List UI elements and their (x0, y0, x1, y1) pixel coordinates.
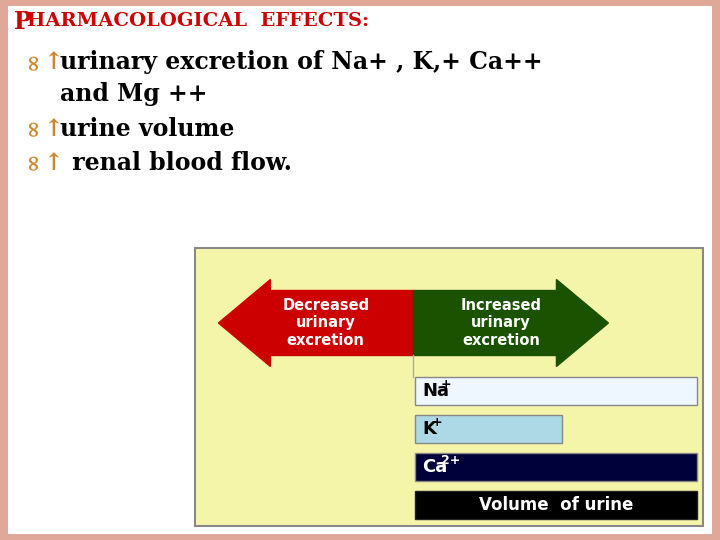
Text: K: K (423, 420, 436, 438)
Text: P: P (14, 10, 32, 34)
Text: urine volume: urine volume (60, 117, 235, 141)
FancyBboxPatch shape (0, 0, 8, 540)
Text: Decreased
urinary
excretion: Decreased urinary excretion (282, 298, 369, 348)
Text: +: + (432, 416, 442, 429)
Text: renal blood flow.: renal blood flow. (64, 151, 292, 175)
FancyBboxPatch shape (0, 534, 720, 540)
Text: 2+: 2+ (441, 455, 460, 468)
Text: ∞: ∞ (22, 118, 44, 137)
Text: Increased
urinary
excretion: Increased urinary excretion (461, 298, 541, 348)
Text: ↑: ↑ (44, 50, 64, 74)
FancyBboxPatch shape (712, 0, 720, 540)
Text: Ca: Ca (423, 458, 448, 476)
Text: Volume  of urine: Volume of urine (479, 496, 634, 514)
FancyArrow shape (218, 280, 413, 367)
FancyBboxPatch shape (415, 377, 697, 405)
FancyBboxPatch shape (195, 248, 703, 526)
Text: ↑: ↑ (44, 117, 64, 141)
Text: and Mg ++: and Mg ++ (60, 82, 207, 106)
Text: urinary excretion of Na+ , K,+ Ca++: urinary excretion of Na+ , K,+ Ca++ (60, 50, 543, 74)
FancyBboxPatch shape (0, 0, 720, 6)
FancyBboxPatch shape (415, 415, 562, 443)
Text: ∞: ∞ (22, 152, 44, 171)
Text: ∞: ∞ (22, 52, 44, 71)
FancyArrow shape (413, 280, 608, 367)
Text: +: + (441, 379, 451, 392)
FancyBboxPatch shape (415, 491, 697, 519)
Text: ↑: ↑ (44, 151, 64, 175)
Text: HARMACOLOGICAL  EFFECTS:: HARMACOLOGICAL EFFECTS: (27, 12, 369, 30)
Text: Na: Na (423, 382, 449, 400)
FancyBboxPatch shape (415, 453, 697, 481)
